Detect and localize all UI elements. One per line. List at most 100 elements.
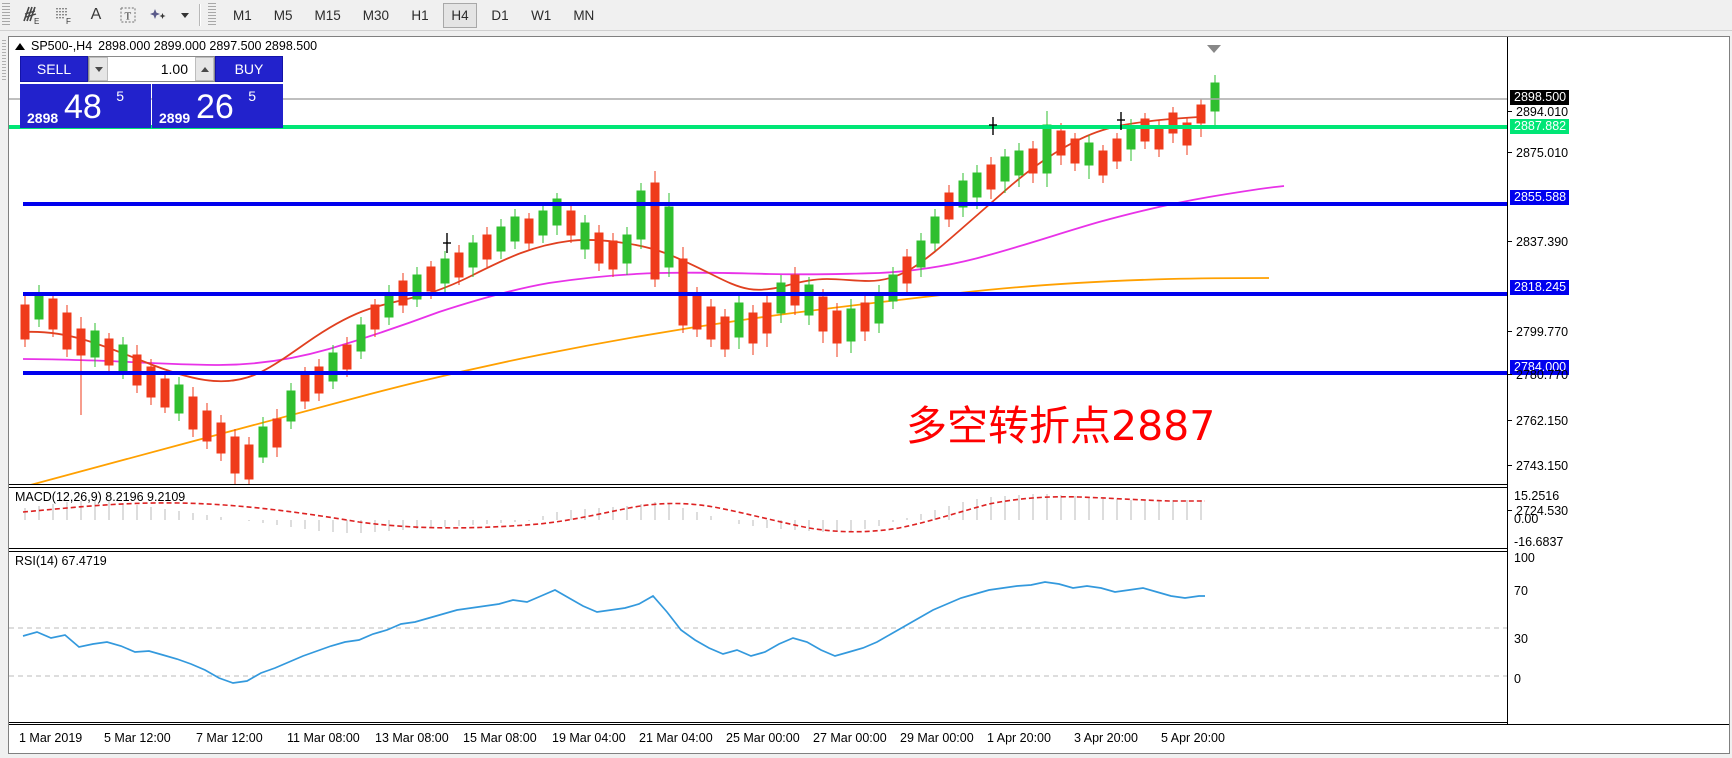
rsi-pane-label: RSI(14) 67.4719 — [15, 554, 107, 568]
sell-button[interactable]: SELL — [20, 56, 88, 82]
svg-text:E: E — [34, 17, 39, 26]
macd-scale-max: 15.2516 — [1514, 489, 1560, 503]
time-label-12: 3 Apr 20:00 — [1074, 731, 1138, 745]
text-label-icon[interactable]: A — [90, 6, 102, 23]
price-label-2894: 2894.010 — [1508, 105, 1568, 119]
timeframe-d1[interactable]: D1 — [491, 7, 509, 23]
buy-button[interactable]: BUY — [215, 56, 283, 82]
buy-price-fraction: 5 — [248, 88, 256, 104]
price-label-2762: 2762.150 — [1508, 414, 1568, 428]
price-label-2724: 2724.530 — [1508, 504, 1568, 518]
rsi-scale-100: 100 — [1514, 551, 1535, 565]
trade-panel-price-row: 2898 48 5 2899 26 5 — [20, 84, 283, 128]
time-label-13: 5 Apr 20:00 — [1161, 731, 1225, 745]
one-click-trading-panel[interactable]: SELL 1.00 BUY 2898 48 — [20, 56, 283, 129]
price-label-2837: 2837.390 — [1508, 235, 1568, 249]
rsi-pane[interactable]: RSI(14) 67.4719 — [9, 551, 1507, 723]
chart-window[interactable]: SP500-,H4 2898.000 2899.000 2897.500 289… — [8, 36, 1730, 754]
volume-input[interactable]: 1.00 — [108, 57, 195, 81]
chevron-down-icon — [94, 66, 103, 72]
chart-ohlc-label: 2898.000 2899.000 2897.500 2898.500 — [98, 39, 318, 53]
chevron-up-icon — [200, 66, 209, 72]
price-label-2818: 2818.245 — [1510, 280, 1570, 295]
macd-histogram — [24, 494, 1202, 533]
time-label-0: 1 Mar 2019 — [19, 731, 83, 745]
price-plot — [9, 45, 1507, 484]
price-label-2799: 2799.770 — [1508, 325, 1568, 339]
cursor-arrow-icon — [1207, 45, 1221, 53]
macd-scale-min: -16.6837 — [1514, 535, 1564, 549]
objects-icon[interactable] — [144, 1, 176, 30]
indicators-icon[interactable]: E — [16, 1, 48, 30]
rsi-scale-30: 30 — [1514, 632, 1528, 646]
time-label-3: 11 Mar 08:00 — [287, 731, 360, 745]
chart-marker — [443, 112, 1125, 253]
toolbar-drag-handle[interactable] — [2, 3, 10, 27]
volume-decrease-button[interactable] — [89, 57, 108, 81]
toolbar-separator — [199, 4, 201, 26]
timeframe-h1[interactable]: H1 — [411, 7, 429, 23]
buy-price-prefix: 2899 — [159, 110, 191, 126]
objects-dropdown-icon[interactable] — [176, 1, 194, 30]
time-label-2: 7 Mar 12:00 — [196, 731, 263, 745]
price-label-2855: 2855.588 — [1510, 190, 1570, 205]
data-window-icon[interactable]: F — [48, 1, 80, 30]
price-label-2780: 2780.770 — [1508, 368, 1568, 382]
rsi-scale-70: 70 — [1514, 584, 1528, 598]
macd-pane[interactable]: MACD(12,26,9) 8.2196 9.2109 — [9, 487, 1507, 549]
timeframe-w1[interactable]: W1 — [531, 7, 552, 23]
buy-price-main: 26 — [196, 88, 234, 126]
time-label-11: 1 Apr 20:00 — [987, 731, 1051, 745]
chart-header: SP500-,H4 2898.000 2899.000 2897.500 289… — [15, 39, 317, 53]
sell-price-display[interactable]: 2898 48 5 — [20, 84, 151, 128]
svg-text:T: T — [125, 11, 132, 23]
price-label-2743: 2743.150 — [1508, 459, 1568, 473]
chart-symbol-label: SP500-,H4 — [31, 39, 93, 53]
timeframe-m30[interactable]: M30 — [362, 7, 390, 23]
timeframe-toolbar-drag-handle[interactable] — [208, 3, 216, 27]
price-label-2784: 2784.000 — [1510, 360, 1570, 375]
time-label-6: 19 Mar 04:00 — [552, 731, 626, 745]
left-dock-handle[interactable] — [2, 40, 6, 80]
sell-price-prefix: 2898 — [27, 110, 59, 126]
timeframe-m15[interactable]: M15 — [314, 7, 341, 23]
volume-stepper[interactable]: 1.00 — [88, 56, 215, 82]
chart-annotation-text: 多空转折点2887 — [906, 402, 1216, 450]
candlestick-series — [20, 75, 1220, 484]
macd-plot — [22, 494, 1205, 533]
rsi-scale-0: 0 — [1514, 672, 1521, 686]
price-pane[interactable]: SP500-,H4 2898.000 2899.000 2897.500 289… — [9, 37, 1507, 485]
timeframe-m5[interactable]: M5 — [273, 7, 293, 23]
main-toolbar: E F A — [0, 0, 1732, 31]
trade-panel-controls-row: SELL 1.00 BUY — [20, 56, 283, 82]
price-label-2887: 2887.882 — [1510, 119, 1570, 134]
rsi-plot — [9, 581, 1507, 684]
price-label-2875: 2875.010 — [1508, 146, 1568, 160]
text-box-icon[interactable]: T — [112, 1, 144, 30]
time-label-8: 25 Mar 00:00 — [726, 731, 800, 745]
time-label-1: 5 Mar 12:00 — [104, 731, 171, 745]
macd-pane-label: MACD(12,26,9) 8.2196 9.2109 — [15, 490, 186, 504]
time-label-5: 15 Mar 08:00 — [463, 731, 537, 745]
time-label-4: 13 Mar 08:00 — [375, 731, 449, 745]
left-dock-strip — [0, 36, 8, 754]
timeframe-mn[interactable]: MN — [573, 7, 595, 23]
timeframe-m1[interactable]: M1 — [233, 7, 252, 23]
collapse-triangle-icon[interactable] — [15, 42, 25, 50]
macd-scale-zero: 0.00 — [1514, 512, 1539, 526]
rsi-line — [22, 581, 1205, 684]
sell-price-fraction: 5 — [116, 88, 124, 104]
buy-price-display[interactable]: 2899 26 5 — [152, 84, 283, 128]
time-scale-axis[interactable]: 1 Mar 2019 5 Mar 12:00 7 Mar 12:00 11 Ma… — [9, 724, 1729, 753]
macd-signal-line — [22, 495, 1205, 533]
price-scale-axis[interactable]: 2898.500 2894.010 2887.882 2875.010 2855… — [1507, 37, 1729, 724]
svg-text:F: F — [66, 17, 71, 26]
price-label-bid: 2898.500 — [1510, 90, 1570, 105]
sell-price-main: 48 — [64, 88, 102, 126]
timeframe-h4[interactable]: H4 — [443, 2, 478, 28]
volume-increase-button[interactable] — [195, 57, 214, 81]
time-label-7: 21 Mar 04:00 — [639, 731, 713, 745]
time-label-10: 29 Mar 00:00 — [900, 731, 974, 745]
time-label-9: 27 Mar 00:00 — [813, 731, 887, 745]
